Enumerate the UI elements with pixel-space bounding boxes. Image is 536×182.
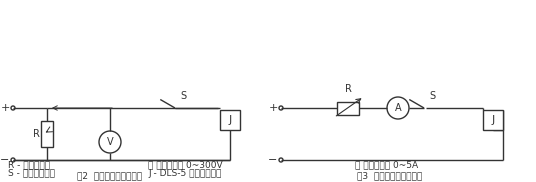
Bar: [220, 110, 240, 130]
Text: S - 單刀單掷開關: S - 單刀單掷開關: [8, 169, 55, 177]
Text: V: V: [107, 137, 113, 147]
Bar: [483, 110, 503, 130]
Text: R - 滑線電阻器: R - 滑線電阻器: [8, 161, 50, 169]
Text: S: S: [180, 91, 186, 101]
Text: R: R: [345, 84, 352, 94]
Text: +: +: [269, 103, 278, 113]
Text: A: A: [394, 103, 401, 113]
Text: R: R: [33, 129, 40, 139]
Bar: [41, 121, 53, 147]
Text: J: J: [228, 115, 232, 125]
Text: J: J: [492, 115, 495, 125]
Text: 圖3  動作電流檢驗線路圖: 圖3 動作電流檢驗線路圖: [358, 171, 422, 180]
Text: 圖2  動作電壓檢驗線路圖: 圖2 動作電壓檢驗線路圖: [77, 171, 143, 180]
Text: −: −: [1, 155, 10, 165]
Text: +: +: [1, 103, 10, 113]
Text: Ⓥ 直流電壓表 0~300V: Ⓥ 直流電壓表 0~300V: [148, 161, 222, 169]
Text: J - DLS-5 雙位置繼電器: J - DLS-5 雙位置繼電器: [148, 169, 221, 177]
Text: Ⓐ 直流電流表 0~5A: Ⓐ 直流電流表 0~5A: [355, 161, 418, 169]
Text: S: S: [429, 91, 435, 101]
Text: −: −: [269, 155, 278, 165]
Bar: [337, 102, 359, 114]
